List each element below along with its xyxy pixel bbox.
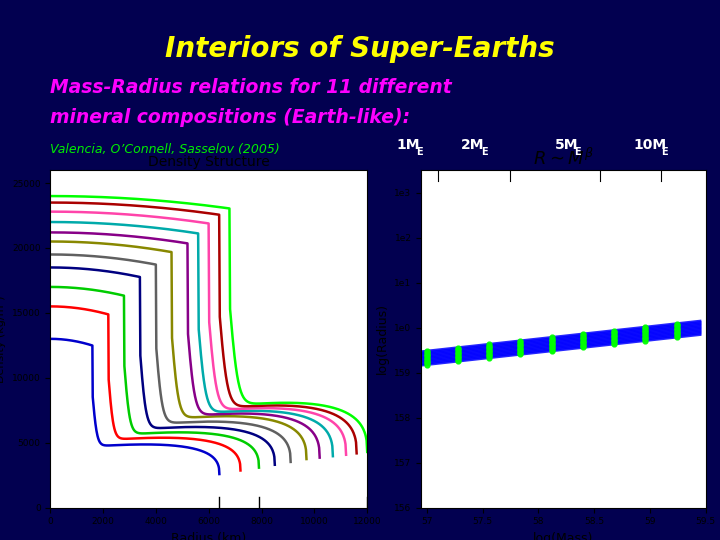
Text: Valencia, O’Connell, Sasselov (2005): Valencia, O’Connell, Sasselov (2005) [50,143,280,156]
Text: 10M: 10M [634,138,667,152]
Text: 5M: 5M [554,138,578,152]
Text: E: E [575,147,581,157]
Text: E: E [416,147,423,157]
Text: mineral compositions (Earth-like):: mineral compositions (Earth-like): [50,108,410,127]
Text: 2M: 2M [461,138,485,152]
Title: Density Structure: Density Structure [148,155,270,169]
X-axis label: Radius (km): Radius (km) [171,532,246,540]
X-axis label: log(Mass): log(Mass) [534,532,593,540]
Y-axis label: log(Radius): log(Radius) [376,303,389,374]
Title: $R \sim M^{\beta}$: $R \sim M^{\beta}$ [533,147,594,168]
Text: E: E [661,147,667,157]
Y-axis label: Density (kg/m³): Density (kg/m³) [0,295,6,383]
Text: Interiors of Super-Earths: Interiors of Super-Earths [165,35,555,63]
Text: Mass-Radius relations for 11 different: Mass-Radius relations for 11 different [50,78,452,97]
Text: E: E [481,147,487,157]
Text: 1M: 1M [396,138,420,152]
